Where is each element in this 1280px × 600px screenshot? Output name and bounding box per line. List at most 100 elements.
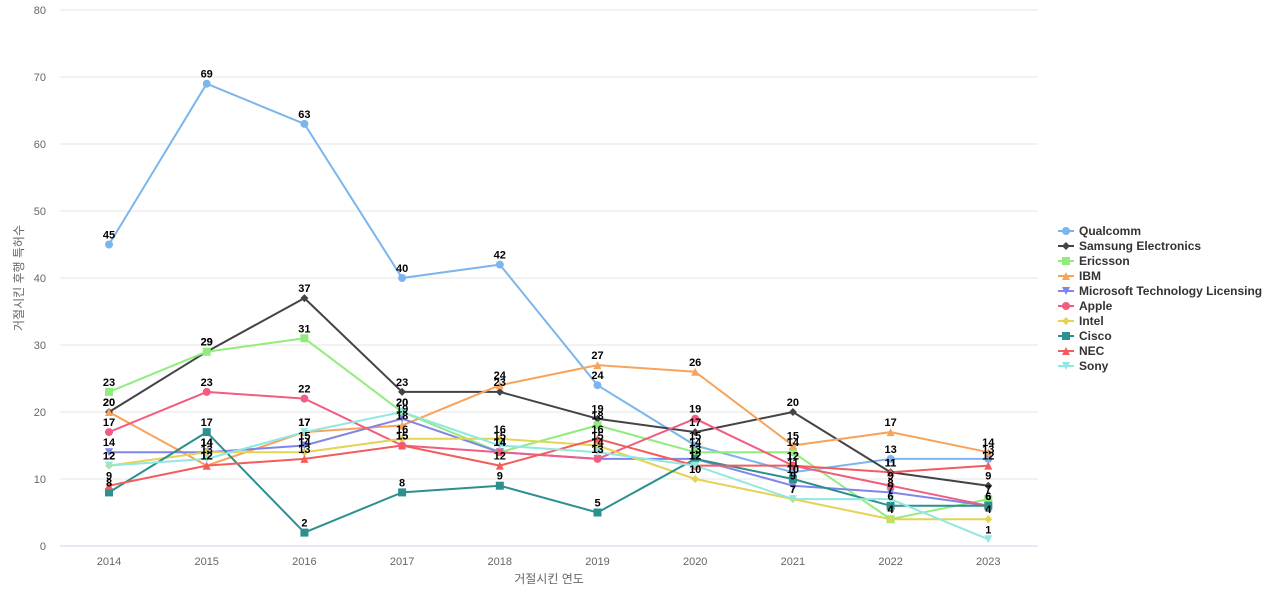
legend-marker [1062, 242, 1070, 250]
legend-label: IBM [1079, 269, 1101, 283]
legend-item[interactable]: Sony [1058, 359, 1109, 373]
data-point [105, 428, 113, 437]
data-point [984, 501, 993, 510]
data-label: 19 [396, 404, 408, 416]
data-point [886, 481, 895, 490]
data-label: 15 [591, 431, 603, 443]
data-label: 22 [298, 384, 310, 396]
data-point [300, 428, 309, 437]
data-label: 20 [396, 397, 408, 409]
series-line [108, 437, 990, 487]
data-point [788, 495, 797, 504]
data-label: 13 [884, 444, 896, 456]
legend-item[interactable]: NEC [1058, 344, 1105, 358]
data-point [593, 434, 602, 443]
data-point [105, 387, 113, 396]
data-point [202, 387, 211, 396]
data-point [300, 454, 309, 463]
y-tick-label: 0 [40, 541, 46, 553]
y-tick-label: 70 [34, 72, 46, 84]
data-label: 40 [396, 263, 408, 275]
data-label: 4 [888, 504, 895, 516]
legend-item[interactable]: Apple [1058, 299, 1113, 313]
data-label: 15 [298, 431, 310, 443]
legend-item[interactable]: Intel [1058, 314, 1104, 328]
data-label: 13 [689, 444, 701, 456]
data-point [886, 501, 895, 510]
data-point [495, 461, 504, 470]
legend-item[interactable]: IBM [1058, 269, 1101, 283]
legend-marker [1062, 257, 1070, 265]
data-point [691, 441, 700, 450]
data-label: 14 [494, 437, 507, 449]
data-label: 16 [591, 424, 603, 436]
y-tick-label: 60 [34, 139, 46, 151]
data-point [593, 441, 602, 450]
data-point [495, 381, 504, 390]
data-label: 6 [985, 491, 991, 503]
data-point [300, 334, 309, 343]
legend-item[interactable]: Cisco [1058, 329, 1112, 343]
data-point [593, 421, 602, 430]
series-lines [108, 82, 990, 541]
y-tick-label: 20 [34, 407, 46, 419]
data-label: 12 [689, 451, 701, 463]
data-label: 5 [594, 498, 600, 510]
data-label: 17 [298, 417, 310, 429]
data-label: 19 [689, 404, 701, 416]
y-tick-label: 40 [34, 273, 46, 285]
legend-item[interactable]: Samsung Electronics [1058, 239, 1201, 253]
data-point [495, 434, 504, 443]
data-label: 15 [689, 431, 701, 443]
data-label: 15 [396, 431, 408, 443]
data-point [788, 481, 797, 490]
data-point [593, 381, 602, 390]
data-label: 12 [787, 451, 799, 463]
data-point [593, 361, 602, 370]
legend-label: NEC [1079, 344, 1105, 358]
data-point [398, 414, 407, 423]
data-label: 9 [985, 471, 991, 483]
data-point [788, 448, 797, 457]
data-point [788, 408, 797, 416]
data-point [984, 461, 993, 470]
series-line [108, 297, 990, 487]
data-label: 17 [884, 417, 896, 429]
legend-marker [1062, 302, 1070, 310]
data-label: 23 [494, 377, 506, 389]
legend-item[interactable]: Qualcomm [1058, 224, 1141, 238]
data-point [984, 448, 993, 457]
y-tick-label: 30 [34, 340, 46, 352]
legend-label: Ericsson [1079, 254, 1130, 268]
series-line [108, 411, 990, 541]
legend-item[interactable]: Microsoft Technology Licensing [1058, 284, 1262, 298]
data-label: 14 [591, 437, 604, 449]
data-label: 8 [399, 477, 405, 489]
legend-item[interactable]: Ericsson [1058, 254, 1130, 268]
data-label: 4 [888, 504, 895, 516]
data-point [691, 454, 700, 463]
x-tick-label: 2020 [683, 556, 707, 568]
data-label: 13 [982, 444, 994, 456]
data-label: 24 [591, 370, 604, 382]
data-label: 16 [494, 424, 506, 436]
legend-marker [1062, 347, 1070, 355]
data-point [495, 448, 504, 457]
data-label: 9 [790, 471, 796, 483]
data-label: 18 [396, 410, 408, 422]
data-label: 14 [201, 437, 214, 449]
data-label: 14 [103, 437, 116, 449]
data-point [691, 475, 700, 483]
data-point [495, 441, 504, 450]
data-label: 7 [985, 484, 991, 496]
data-point [398, 274, 407, 282]
x-tick-label: 2017 [390, 556, 414, 568]
data-point [886, 428, 895, 437]
legend-marker [1062, 227, 1070, 235]
data-point [398, 441, 407, 450]
legend-marker [1062, 287, 1070, 295]
data-point [495, 260, 504, 269]
